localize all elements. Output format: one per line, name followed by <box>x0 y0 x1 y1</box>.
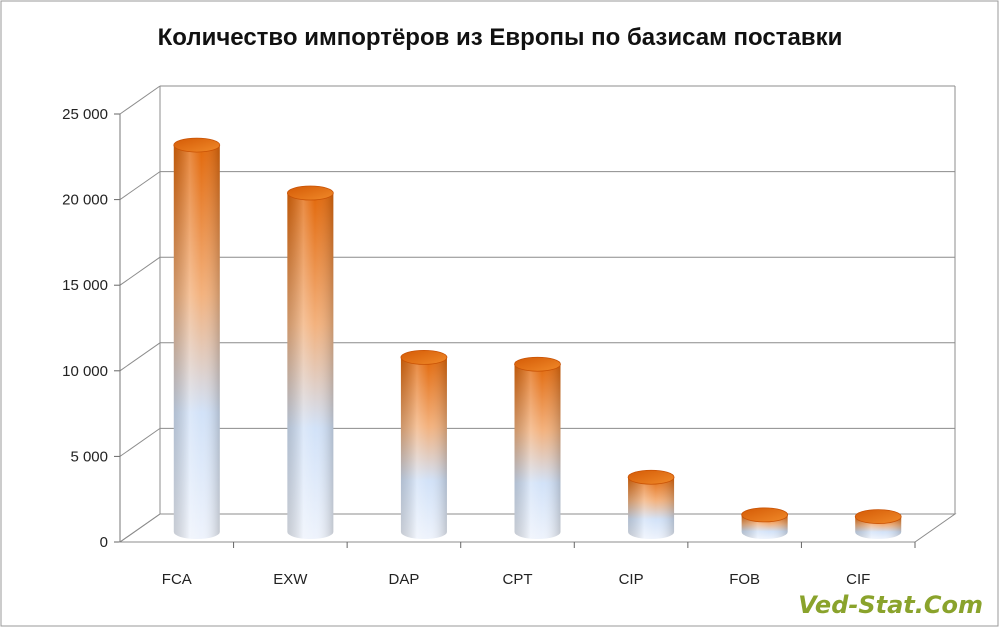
x-tick-label: CIF <box>846 571 870 588</box>
x-tick-label: CPT <box>503 571 533 588</box>
gridline-side <box>119 427 161 457</box>
bar-cap <box>173 137 221 153</box>
x-tick-label: FCA <box>162 571 192 588</box>
y-tick-label: 25 000 <box>62 106 108 123</box>
bar <box>286 185 334 540</box>
bar-cap <box>286 185 334 201</box>
y-tick-label: 20 000 <box>62 192 108 209</box>
bar-cap <box>400 349 448 365</box>
y-tick-label: 10 000 <box>62 363 108 380</box>
x-tick-label: FOB <box>729 571 760 588</box>
x-tick-label: DAP <box>389 571 420 588</box>
x-tick-label: CIP <box>619 571 644 588</box>
bar-cap <box>514 356 561 372</box>
bar-shading <box>514 364 561 539</box>
gridline-side <box>119 85 161 115</box>
bar <box>854 509 902 539</box>
bar-cap <box>741 507 789 523</box>
bars <box>173 137 902 540</box>
bar <box>627 469 675 539</box>
bar <box>173 137 221 539</box>
x-axis-labels: FCA EXW DAP CPT CIP FOB CIF <box>162 571 871 588</box>
y-tick-label: 0 <box>100 534 108 551</box>
y-tick-label: 15 000 <box>62 277 108 294</box>
gridline-side <box>119 342 161 372</box>
y-tick-label: 5 000 <box>70 448 108 465</box>
gridline-side <box>119 171 161 201</box>
gridline-side <box>119 256 161 286</box>
chart-title: Количество импортёров из Европы по базис… <box>158 24 843 51</box>
bar-shading <box>287 193 334 540</box>
bar-cap <box>854 509 902 524</box>
bar-shading <box>628 477 675 539</box>
bar-cap <box>627 469 675 485</box>
x-tick-label: EXW <box>273 571 308 588</box>
y-axis-labels: 0 5 000 10 000 15 000 20 000 25 000 <box>62 106 108 551</box>
axes <box>114 86 957 548</box>
bar-shading <box>173 145 220 539</box>
bar-shading <box>400 357 447 539</box>
bar <box>741 507 789 539</box>
watermark: Ved-Stat.Com <box>798 591 983 619</box>
bar <box>400 349 448 539</box>
bar <box>514 356 561 539</box>
